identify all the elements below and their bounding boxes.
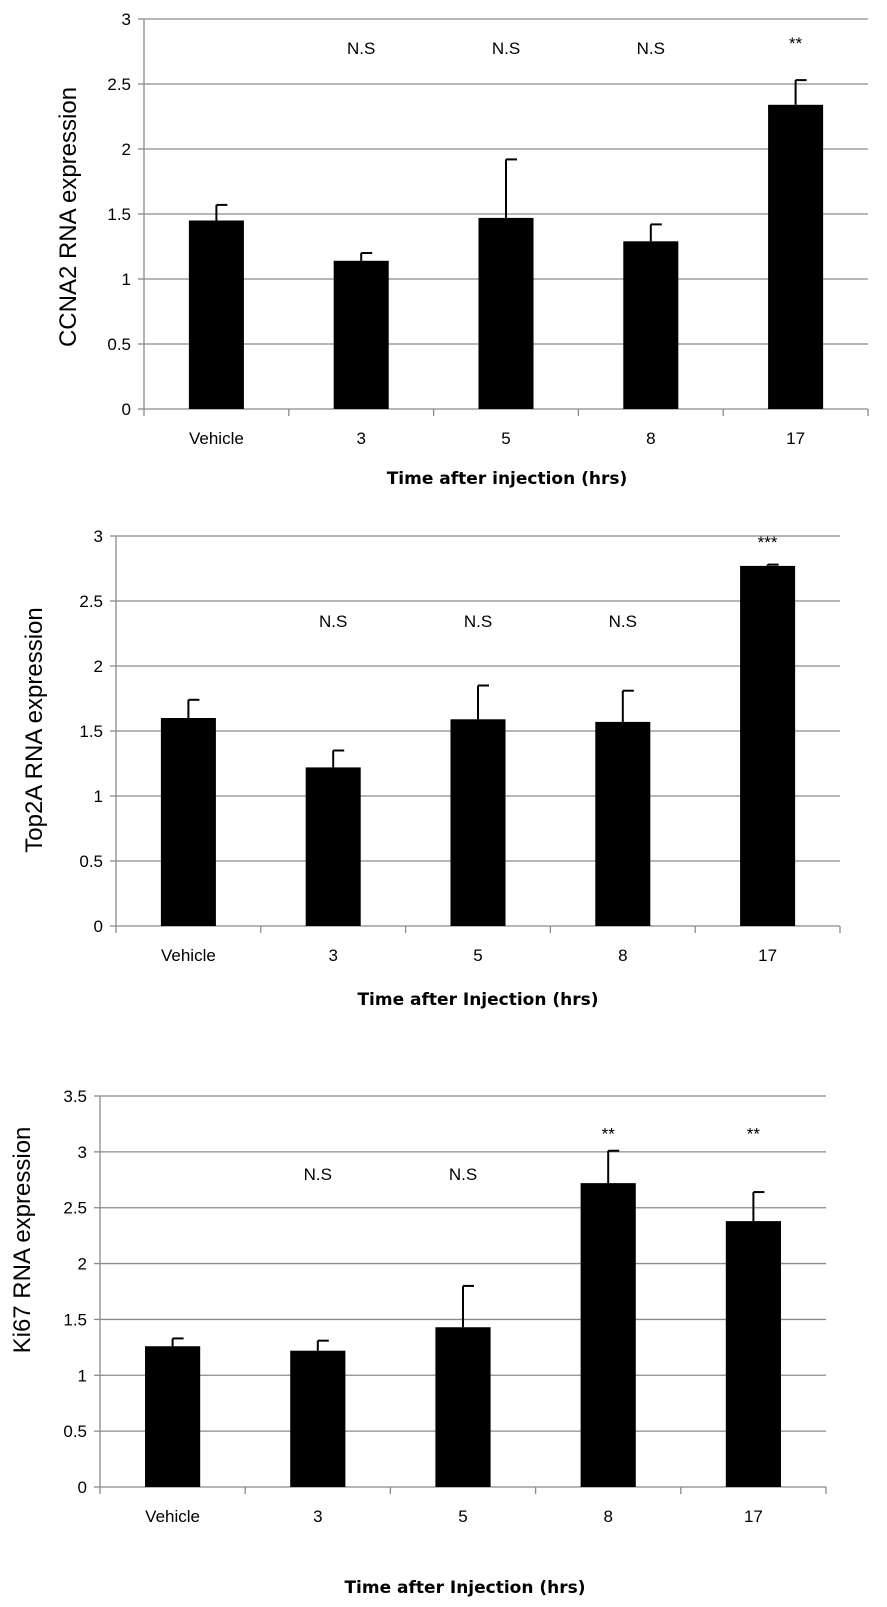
bar [145,1346,201,1487]
bar [478,217,534,409]
x-axis-label: Time after Injection (hrs) [357,990,598,1010]
bar [305,767,361,926]
significance-label: ** [747,1125,761,1144]
significance-label: N.S [464,612,492,631]
y-tick-label: 1.5 [107,205,131,224]
y-tick-label: 1 [78,1366,87,1385]
y-tick-label: 1.5 [63,1310,87,1329]
x-tick-label: 5 [473,946,482,965]
y-tick-label: 2 [94,657,103,676]
y-tick-label: 0 [78,1478,87,1497]
y-tick-label: 3 [78,1143,87,1162]
x-tick-label: Vehicle [161,946,216,965]
bar [333,260,389,409]
significance-label: N.S [637,39,665,58]
x-tick-label: 17 [744,1507,763,1526]
x-tick-label: 8 [603,1507,612,1526]
x-axis-label: Time after Injection (hrs) [344,1578,585,1598]
y-tick-label: 0.5 [107,335,131,354]
bar [623,241,679,409]
bar [725,1221,781,1487]
chart-panel-ki67: Ki67 RNA expression Time after Injection… [9,1087,827,1598]
y-tick-label: 0 [94,917,103,936]
y-tick-label: 2 [122,140,131,159]
y-tick-label: 1 [122,270,131,289]
x-tick-label: 8 [618,946,627,965]
y-tick-label: 1.5 [79,722,103,741]
bar [595,721,651,926]
y-tick-label: 2.5 [79,592,103,611]
x-tick-label: 3 [313,1507,322,1526]
bar [580,1183,636,1487]
y-tick-label: 2.5 [107,75,131,94]
bar [450,719,506,926]
x-tick-label: 5 [458,1507,467,1526]
x-tick-label: 17 [786,429,805,448]
significance-label: N.S [449,1165,477,1184]
x-tick-label: 3 [356,429,365,448]
x-axis-label: Time after injection (hrs) [387,469,628,489]
y-tick-label: 0.5 [63,1422,87,1441]
x-tick-label: Vehicle [145,1507,200,1526]
significance-label: N.S [319,612,347,631]
significance-label: ** [602,1125,616,1144]
y-tick-label: 0.5 [79,852,103,871]
bar [290,1350,346,1487]
chart-panel-ccna2: CCNA2 RNA expression Time after injectio… [55,10,869,489]
x-tick-label: 8 [646,429,655,448]
y-tick-label: 3.5 [63,1087,87,1106]
x-tick-label: 5 [501,429,510,448]
y-axis-label: Top2A RNA expression [21,607,48,852]
bar [435,1327,491,1487]
chart-panel-top2a: Top2A RNA expression Time after Injectio… [21,527,841,1010]
significance-label: N.S [492,39,520,58]
significance-label: ** [789,34,803,53]
significance-label: N.S [347,39,375,58]
plot-area: 0 0.5 1 1.5 2 2.5 3 3.5 Vehicle 3 N.S 5 N.S 8 ** 17 ** [63,1087,827,1526]
y-tick-label: 2 [78,1255,87,1274]
bar [188,220,244,409]
significance-label: N.S [609,612,637,631]
significance-label: N.S [304,1165,332,1184]
y-tick-label: 1 [94,787,103,806]
y-axis-label: Ki67 RNA expression [9,1127,36,1354]
bar [740,565,796,926]
y-tick-label: 0 [122,400,131,419]
y-tick-label: 3 [122,10,131,29]
y-tick-label: 3 [94,527,103,546]
y-tick-label: 2.5 [63,1199,87,1218]
plot-area: 0 0.5 1 1.5 2 2.5 3 Vehicle 3 N.S 5 N.S 8 N.S 17 *** [79,527,841,965]
y-axis-label: CCNA2 RNA expression [55,87,82,347]
bar [768,104,824,410]
x-tick-label: 17 [758,946,777,965]
significance-label: *** [758,533,778,552]
x-tick-label: 3 [328,946,337,965]
plot-area: 0 0.5 1 1.5 2 2.5 3 Vehicle 3 N.S 5 N.S 8 N.S 17 ** [107,10,869,448]
x-tick-label: Vehicle [189,429,244,448]
bar [160,718,216,926]
